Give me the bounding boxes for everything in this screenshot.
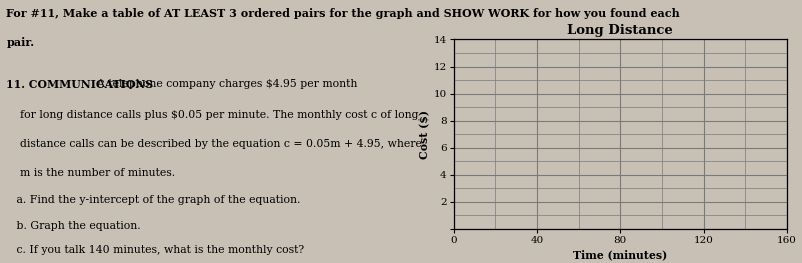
Title: Long Distance: Long Distance xyxy=(567,24,672,37)
Text: For #11, Make a table of AT LEAST 3 ordered pairs for the graph and SHOW WORK fo: For #11, Make a table of AT LEAST 3 orde… xyxy=(6,8,679,19)
Text: A telephone company charges $4.95 per month: A telephone company charges $4.95 per mo… xyxy=(6,79,358,89)
Text: m is the number of minutes.: m is the number of minutes. xyxy=(6,168,176,178)
Text: for long distance calls plus $0.05 per minute. The monthly cost c of long: for long distance calls plus $0.05 per m… xyxy=(6,110,419,120)
Text: c. If you talk 140 minutes, what is the monthly cost?: c. If you talk 140 minutes, what is the … xyxy=(6,245,304,255)
Text: distance calls can be described by the equation c = 0.05m + 4.95, where: distance calls can be described by the e… xyxy=(6,139,422,149)
Text: pair.: pair. xyxy=(6,37,34,48)
X-axis label: Time (minutes): Time (minutes) xyxy=(573,249,666,260)
Text: a. Find the y-intercept of the graph of the equation.: a. Find the y-intercept of the graph of … xyxy=(6,195,301,205)
Text: b. Graph the equation.: b. Graph the equation. xyxy=(6,221,141,231)
Text: 11. COMMUNICATIONS: 11. COMMUNICATIONS xyxy=(6,79,153,90)
Y-axis label: Cost ($): Cost ($) xyxy=(418,110,429,159)
